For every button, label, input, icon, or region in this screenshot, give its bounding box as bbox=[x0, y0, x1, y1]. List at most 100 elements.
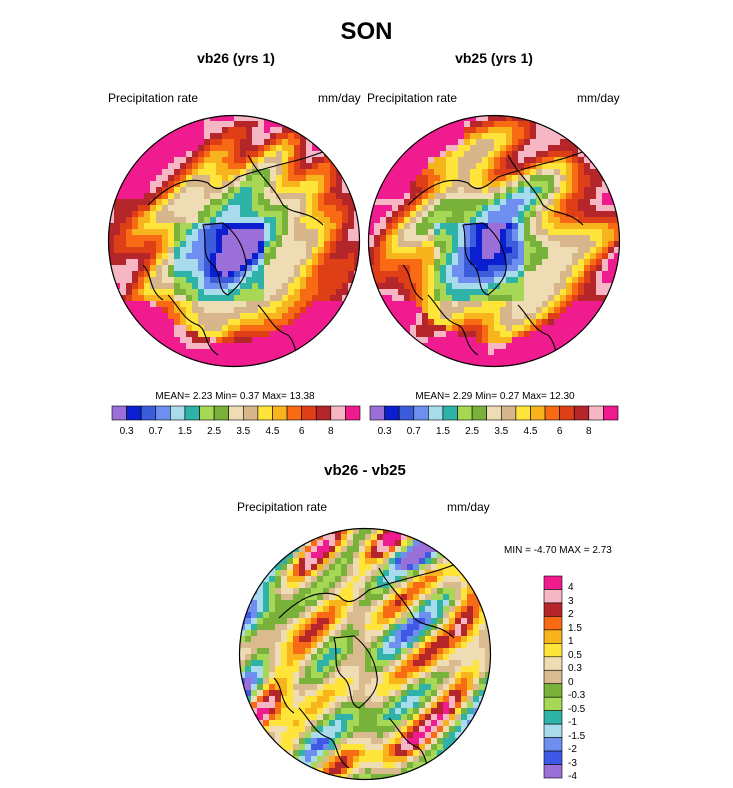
map-cell bbox=[156, 295, 163, 302]
map-cell bbox=[488, 157, 495, 164]
map-cell bbox=[614, 295, 620, 302]
map-cell bbox=[602, 199, 609, 206]
map-cell bbox=[174, 313, 181, 320]
map-cell bbox=[506, 175, 513, 182]
map-cell bbox=[269, 528, 276, 535]
map-cell bbox=[578, 169, 585, 176]
map-cell bbox=[485, 570, 491, 577]
map-cell bbox=[446, 271, 453, 278]
map-cell bbox=[341, 666, 348, 673]
map-cell bbox=[614, 229, 620, 236]
map-cell bbox=[512, 217, 519, 224]
map-cell bbox=[288, 133, 295, 140]
map-cell bbox=[192, 337, 199, 344]
map-cell bbox=[524, 121, 531, 128]
map-cell bbox=[258, 211, 265, 218]
map-cell bbox=[422, 277, 429, 284]
map-cell bbox=[198, 259, 205, 266]
map-cell bbox=[234, 139, 241, 146]
map-cell bbox=[452, 223, 459, 230]
map-cell bbox=[476, 151, 483, 158]
map-cell bbox=[590, 181, 597, 188]
map-cell bbox=[422, 145, 429, 152]
map-cell bbox=[566, 277, 573, 284]
map-cell bbox=[506, 337, 513, 344]
map-cell bbox=[311, 708, 318, 715]
map-cell bbox=[335, 624, 342, 631]
map-cell bbox=[602, 289, 609, 296]
map-cell bbox=[342, 247, 349, 254]
map-cell bbox=[455, 630, 462, 637]
map-cell bbox=[246, 211, 253, 218]
map-cell bbox=[608, 355, 615, 362]
map-cell bbox=[186, 169, 193, 176]
map-cell bbox=[263, 642, 270, 649]
map-cell bbox=[335, 540, 342, 547]
map-cell bbox=[437, 672, 444, 679]
map-cell bbox=[306, 205, 313, 212]
map-cell bbox=[335, 714, 342, 721]
map-cell bbox=[354, 277, 360, 284]
map-cell bbox=[306, 199, 313, 206]
map-cell bbox=[114, 331, 121, 338]
map-cell bbox=[437, 540, 444, 547]
map-cell bbox=[300, 187, 307, 194]
map-cell bbox=[234, 223, 241, 230]
map-cell bbox=[257, 618, 264, 625]
map-cell bbox=[542, 127, 549, 134]
map-cell bbox=[347, 528, 354, 535]
map-cell bbox=[590, 133, 597, 140]
map-cell bbox=[413, 552, 420, 559]
map-cell bbox=[470, 199, 477, 206]
map-cell bbox=[419, 648, 426, 655]
map-cell bbox=[300, 163, 307, 170]
map-cell bbox=[449, 630, 456, 637]
map-cell bbox=[371, 582, 378, 589]
map-cell bbox=[449, 552, 456, 559]
map-cell bbox=[144, 223, 151, 230]
map-cell bbox=[452, 229, 459, 236]
map-cell bbox=[461, 564, 468, 571]
map-cell bbox=[257, 540, 264, 547]
map-cell bbox=[425, 666, 432, 673]
map-cell bbox=[518, 199, 525, 206]
map-cell bbox=[180, 199, 187, 206]
map-cell bbox=[512, 361, 519, 367]
map-cell bbox=[467, 666, 474, 673]
map-cell bbox=[368, 295, 375, 302]
map-cell bbox=[473, 528, 480, 535]
map-cell bbox=[584, 115, 591, 122]
map-cell bbox=[590, 307, 597, 314]
map-cell bbox=[276, 283, 283, 290]
map-cell bbox=[132, 145, 139, 152]
map-cell bbox=[258, 223, 265, 230]
map-cell bbox=[330, 343, 337, 350]
map-cell bbox=[324, 319, 331, 326]
map-cell bbox=[293, 534, 300, 541]
map-cell bbox=[428, 151, 435, 158]
map-cell bbox=[500, 205, 507, 212]
map-cell bbox=[449, 720, 456, 727]
map-cell bbox=[419, 600, 426, 607]
map-cell bbox=[548, 199, 555, 206]
map-cell bbox=[294, 337, 301, 344]
map-cell bbox=[461, 714, 468, 721]
map-cell bbox=[222, 301, 229, 308]
map-cell bbox=[156, 169, 163, 176]
map-cell bbox=[584, 307, 591, 314]
map-cell bbox=[108, 157, 115, 164]
map-cell bbox=[518, 193, 525, 200]
map-cell bbox=[542, 181, 549, 188]
map-cell bbox=[156, 313, 163, 320]
map-cell bbox=[174, 127, 181, 134]
map-cell bbox=[554, 229, 561, 236]
map-cell bbox=[330, 331, 337, 338]
map-cell bbox=[354, 307, 360, 314]
map-cell bbox=[246, 157, 253, 164]
map-cell bbox=[228, 343, 235, 350]
map-cell bbox=[536, 343, 543, 350]
map-cell bbox=[348, 145, 355, 152]
map-cell bbox=[240, 187, 247, 194]
map-cell bbox=[252, 241, 259, 248]
map-cell bbox=[584, 193, 591, 200]
